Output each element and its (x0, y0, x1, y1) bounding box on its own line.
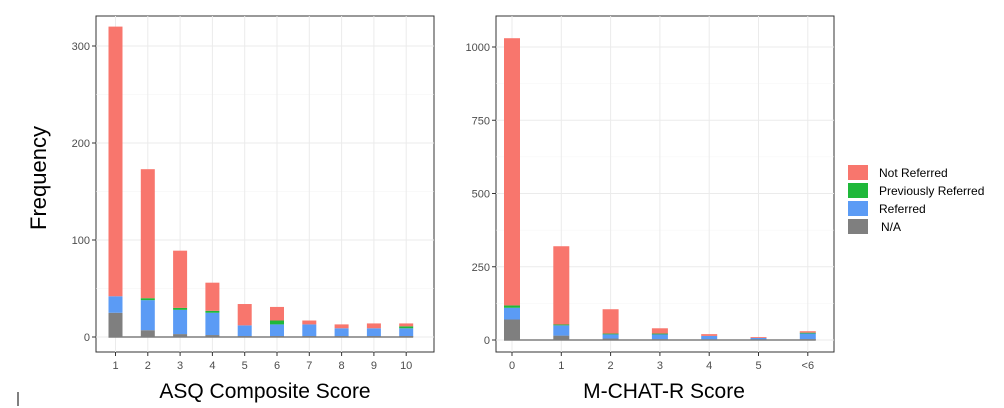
asq-x-tick-label: 5 (242, 360, 248, 372)
asq-bar-3-n-a (173, 334, 188, 337)
mchat-y-tick-label: 1000 (466, 42, 490, 54)
mchat-y-tick-label: 750 (472, 115, 490, 127)
asq-bar-10-not-referred (399, 323, 414, 327)
mchat-bar-0-previously-referred (504, 305, 520, 308)
mchat-bar-1-previously-referred (553, 324, 570, 326)
mchat-y-ticks: 0 250 500 750 1000 (466, 42, 496, 347)
asq-bar-2-not-referred (140, 169, 155, 299)
mchat-x-tick-label: 0 (509, 360, 515, 372)
asq-bar-4-previously-referred (205, 310, 220, 313)
legend-swatch-previously-referred (848, 183, 868, 198)
mchat-x-tick-label: 4 (706, 360, 712, 372)
mchat-bar-6-not-referred (799, 331, 816, 333)
mchat-bar-3-previously-referred (651, 333, 668, 335)
mchat-plot-background (495, 15, 835, 353)
mchat-bar-2-not-referred (602, 309, 619, 334)
asq-bar-2-referred (140, 300, 155, 331)
mchat-bar-6-referred (799, 333, 816, 340)
asq-bar-4-n-a (205, 335, 220, 337)
asq-bar-10-previously-referred (399, 326, 414, 329)
asq-chart: 0 100 200 300 1 2 3 4 5 6 7 8 9 10 ASQ Composite Sco… (72, 15, 435, 403)
asq-bar-8-referred (334, 328, 349, 337)
asq-bar-7-not-referred (302, 320, 317, 325)
mchat-bar-0-not-referred (504, 38, 520, 306)
y-axis-title: Frequency (26, 126, 51, 230)
mchat-bar-6-previously-referred (799, 332, 816, 334)
mchat-x-tick-label: 3 (657, 360, 663, 372)
asq-bar-3-not-referred (173, 250, 188, 308)
mchat-bar-2-previously-referred (602, 333, 619, 335)
asq-y-tick-label: 0 (84, 332, 90, 344)
mchat-bar-0-referred (504, 307, 520, 320)
mchat-bar-2-referred (602, 334, 619, 339)
mchat-bar-4-referred (701, 335, 718, 340)
mchat-bar-5-not-referred (750, 337, 767, 338)
asq-x-axis-title: ASQ Composite Score (159, 380, 370, 403)
asq-bar-1-n-a (108, 312, 123, 337)
asq-bar-10-referred (399, 328, 414, 337)
mchat-y-tick-label: 500 (472, 189, 490, 201)
legend-label-na: N/A (881, 220, 901, 234)
mchat-bar-3-referred (651, 333, 668, 340)
legend-label-referred: Referred (879, 202, 926, 216)
asq-y-tick-label: 100 (72, 235, 90, 247)
mchat-bar-5-referred (750, 337, 767, 340)
asq-x-tick-label: 6 (274, 360, 280, 372)
asq-bar-6-not-referred (270, 306, 284, 321)
mchat-bars (504, 38, 816, 341)
asq-bar-2-n-a (140, 330, 155, 337)
mchat-bar-1-n-a (553, 335, 570, 340)
asq-x-tick-label: 9 (371, 360, 377, 372)
asq-bars (108, 26, 414, 338)
mchat-x-ticks: 0 1 2 3 4 5 <6 (509, 352, 814, 372)
asq-bar-7-referred (302, 324, 317, 337)
asq-x-tick-label: 8 (339, 360, 345, 372)
mchat-x-tick-label: <6 (802, 360, 815, 372)
mchat-bar-3-not-referred (651, 328, 668, 334)
asq-bar-1-not-referred (108, 26, 123, 297)
mchat-x-axis-title: M-CHAT-R Score (583, 380, 745, 403)
asq-bar-4-referred (205, 312, 220, 336)
asq-x-tick-label: 10 (400, 360, 412, 372)
asq-bar-3-previously-referred (173, 307, 188, 310)
legend-swatch-referred (848, 201, 868, 216)
asq-bar-9-not-referred (366, 323, 381, 329)
asq-bar-8-not-referred (334, 324, 349, 329)
mchat-x-tick-label: 5 (755, 360, 761, 372)
mchat-chart: 0 250 500 750 1000 0 1 2 3 4 5 <6 M-CHAT-R Score (466, 15, 835, 403)
mchat-bar-4-not-referred (701, 334, 718, 336)
legend-label-not-referred: Not Referred (879, 166, 948, 180)
asq-x-ticks: 1 2 3 4 5 6 7 8 9 10 (112, 352, 412, 372)
asq-bar-3-referred (173, 309, 188, 335)
mchat-bar-0-n-a (504, 319, 520, 340)
asq-bar-4-not-referred (205, 282, 220, 311)
asq-bar-2-previously-referred (140, 298, 155, 301)
legend: Not Referred Previously Referred Referre… (848, 165, 984, 234)
asq-bar-9-referred (366, 328, 381, 337)
asq-y-ticks: 0 100 200 300 (72, 41, 96, 344)
asq-bar-6-referred (270, 324, 284, 337)
mchat-y-tick-label: 250 (472, 262, 490, 274)
mchat-x-tick-label: 1 (558, 360, 564, 372)
mchat-x-tick-label: 2 (608, 360, 614, 372)
legend-swatch-na (848, 219, 868, 234)
asq-y-tick-label: 200 (72, 138, 90, 150)
asq-bar-6-previously-referred (270, 320, 284, 325)
legend-swatch-not-referred (848, 165, 868, 180)
mchat-y-tick-label: 0 (484, 335, 490, 347)
asq-bar-5-referred (237, 325, 252, 337)
asq-bar-5-not-referred (237, 304, 252, 326)
asq-x-tick-label: 1 (112, 360, 118, 372)
asq-y-tick-label: 300 (72, 41, 90, 53)
legend-label-previously-referred: Previously Referred (879, 184, 984, 198)
asq-bar-1-referred (108, 296, 123, 313)
asq-x-tick-label: 4 (209, 360, 215, 372)
asq-x-tick-label: 7 (306, 360, 312, 372)
mchat-bar-1-referred (553, 325, 570, 336)
asq-x-tick-label: 3 (177, 360, 183, 372)
mchat-bar-1-not-referred (553, 246, 570, 325)
asq-x-tick-label: 2 (145, 360, 151, 372)
